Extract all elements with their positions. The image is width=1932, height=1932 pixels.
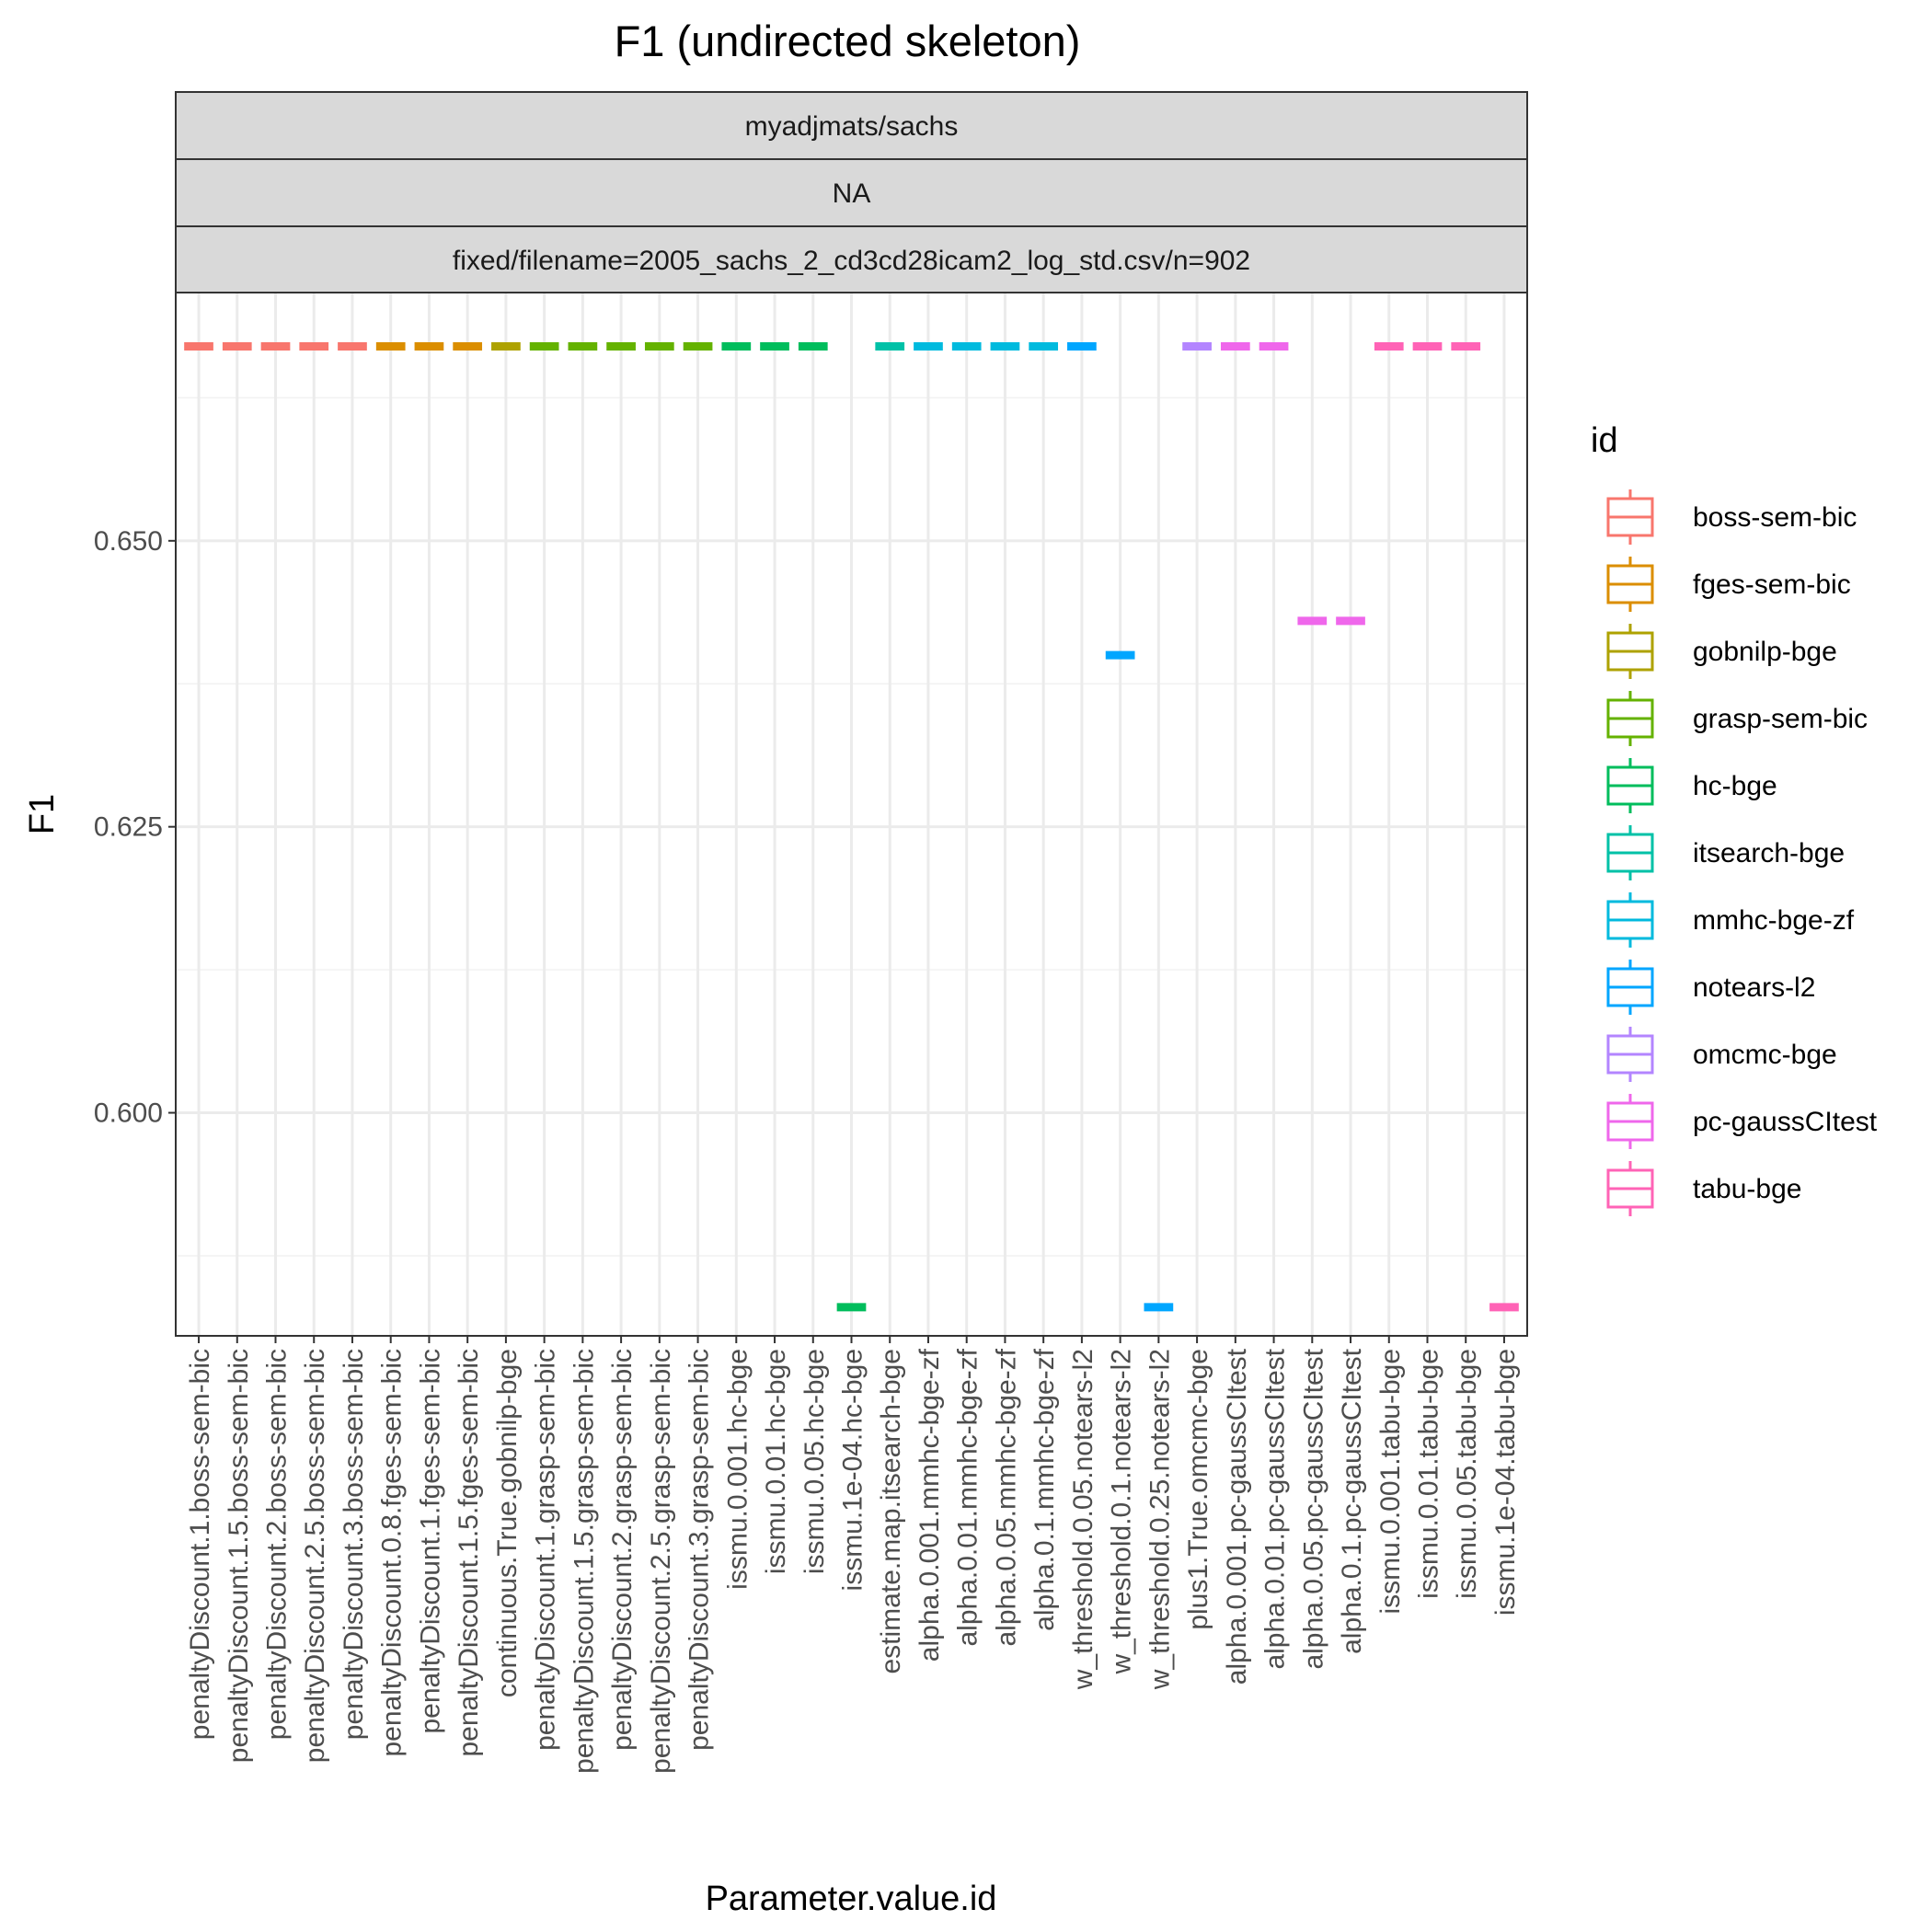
legend-item: tabu-bge bbox=[1606, 1161, 1801, 1216]
legend: id boss-sem-bic fges-sem-bic gobnilp-bge gr… bbox=[1591, 421, 1878, 1216]
x-tick-label: alpha.0.01.mmhc-bge-zf bbox=[953, 1348, 983, 1646]
legend-label: hc-bge bbox=[1693, 771, 1777, 801]
x-tick-label: issmu.1e-04.tabu-bge bbox=[1490, 1349, 1521, 1616]
legend-item: boss-sem-bic bbox=[1606, 489, 1857, 545]
x-tick-label: plus1.True.omcmc-bge bbox=[1183, 1349, 1213, 1630]
x-tick-label: alpha.0.001.mmhc-bge-zf bbox=[914, 1348, 945, 1662]
facet-strips: myadjmats/sachs NA fixed/filename=2005_sac… bbox=[175, 91, 1528, 294]
facet-strip-label: myadjmats/sachs bbox=[745, 111, 959, 142]
legend-label: itsearch-bge bbox=[1693, 838, 1845, 868]
x-tick-label: penaltyDiscount.2.5.boss-sem-bic bbox=[300, 1349, 330, 1763]
legend-label: fges-sem-bic bbox=[1693, 569, 1851, 600]
x-tick-label: issmu.0.001.hc-bge bbox=[722, 1349, 753, 1590]
facet-strip-label: NA bbox=[833, 178, 871, 209]
data-marks bbox=[184, 341, 1519, 1312]
x-tick-label: alpha.0.01.pc-gaussCItest bbox=[1260, 1348, 1291, 1669]
x-tick-label: alpha.0.1.mmhc-bge-zf bbox=[1029, 1348, 1060, 1630]
x-tick-label: alpha.0.05.mmhc-bge-zf bbox=[991, 1348, 1021, 1646]
y-tick-label: 0.625 bbox=[94, 812, 163, 843]
x-tick-label: issmu.0.01.tabu-bge bbox=[1413, 1349, 1443, 1599]
x-tick-label: issmu.0.05.hc-bge bbox=[799, 1349, 830, 1574]
legend-item: mmhc-bge-zf bbox=[1606, 892, 1855, 948]
legend-item: gobnilp-bge bbox=[1606, 624, 1837, 679]
x-tick-label: penaltyDiscount.1.boss-sem-bic bbox=[185, 1349, 215, 1740]
legend-title: id bbox=[1591, 421, 1618, 460]
x-tick-label: penaltyDiscount.1.grasp-sem-bic bbox=[531, 1349, 561, 1751]
y-axis-title: F1 bbox=[23, 794, 62, 834]
x-tick-label: issmu.0.01.hc-bge bbox=[761, 1349, 791, 1574]
x-tick-label: penaltyDiscount.1.fges-sem-bic bbox=[415, 1349, 445, 1734]
facet-strip bbox=[175, 158, 1528, 227]
x-tick-label: penaltyDiscount.0.8.fges-sem-bic bbox=[377, 1349, 408, 1757]
x-tick-label: penaltyDiscount.1.5.boss-sem-bic bbox=[224, 1349, 254, 1763]
legend-item: notears-l2 bbox=[1606, 960, 1815, 1015]
x-tick-label: w_threshold.0.25.notears-l2 bbox=[1144, 1349, 1175, 1690]
legend-label: notears-l2 bbox=[1693, 972, 1815, 1003]
x-tick-label: continuous.True.gobnilp-bge bbox=[492, 1349, 523, 1697]
x-tick-label: issmu.0.001.tabu-bge bbox=[1375, 1349, 1406, 1615]
legend-label: omcmc-bge bbox=[1693, 1040, 1837, 1070]
chart-title: F1 (undirected skeleton) bbox=[615, 17, 1081, 65]
x-tick-label: alpha.0.05.pc-gaussCItest bbox=[1298, 1348, 1328, 1669]
x-tick-label: penaltyDiscount.1.5.fges-sem-bic bbox=[454, 1349, 484, 1757]
legend-label: mmhc-bge-zf bbox=[1693, 905, 1855, 936]
legend-item: fges-sem-bic bbox=[1606, 557, 1851, 612]
facet-strip-label: fixed/filename=2005_sachs_2_cd3cd28icam2… bbox=[453, 246, 1250, 276]
x-tick-label: penaltyDiscount.1.5.grasp-sem-bic bbox=[569, 1349, 599, 1774]
x-tick-label: penaltyDiscount.2.grasp-sem-bic bbox=[607, 1349, 638, 1751]
legend-label: boss-sem-bic bbox=[1693, 502, 1857, 533]
facet-strip bbox=[175, 91, 1528, 160]
x-tick-label: issmu.1e-04.hc-bge bbox=[838, 1349, 868, 1591]
x-tick-label: penaltyDiscount.2.boss-sem-bic bbox=[262, 1349, 293, 1740]
legend-item: grasp-sem-bic bbox=[1606, 691, 1868, 746]
x-axis-title: Parameter.value.id bbox=[706, 1880, 997, 1918]
y-axis: 0.600 0.625 0.650 bbox=[94, 526, 176, 1129]
legend-item: omcmc-bge bbox=[1606, 1027, 1837, 1082]
legend-item: hc-bge bbox=[1606, 758, 1777, 813]
x-tick-label: alpha.0.1.pc-gaussCItest bbox=[1337, 1348, 1367, 1654]
x-tick-label: w_threshold.0.05.notears-l2 bbox=[1068, 1349, 1098, 1690]
x-tick-label: estimate.map.itsearch-bge bbox=[876, 1349, 906, 1674]
plot-panel bbox=[175, 292, 1528, 1337]
legend-label: grasp-sem-bic bbox=[1693, 704, 1868, 734]
facet-strip bbox=[175, 225, 1528, 294]
legend-item: pc-gaussCItest bbox=[1606, 1094, 1878, 1149]
x-tick-label: w_threshold.0.1.notears-l2 bbox=[1107, 1349, 1137, 1675]
x-tick-label: issmu.0.05.tabu-bge bbox=[1452, 1349, 1482, 1599]
x-tick-label: penaltyDiscount.3.grasp-sem-bic bbox=[684, 1349, 715, 1751]
x-axis: penaltyDiscount.1.boss-sem-bic penaltyDis… bbox=[185, 1336, 1521, 1774]
x-tick-label: penaltyDiscount.3.boss-sem-bic bbox=[339, 1349, 369, 1740]
legend-label: pc-gaussCItest bbox=[1693, 1107, 1878, 1137]
x-tick-label: alpha.0.001.pc-gaussCItest bbox=[1222, 1348, 1252, 1685]
legend-label: gobnilp-bge bbox=[1693, 637, 1837, 667]
y-tick-label: 0.650 bbox=[94, 526, 163, 557]
x-tick-label: penaltyDiscount.2.5.grasp-sem-bic bbox=[646, 1349, 676, 1774]
legend-item: itsearch-bge bbox=[1606, 825, 1845, 880]
y-tick-label: 0.600 bbox=[94, 1098, 163, 1129]
grid-major bbox=[176, 293, 1527, 1336]
legend-label: tabu-bge bbox=[1693, 1174, 1801, 1204]
